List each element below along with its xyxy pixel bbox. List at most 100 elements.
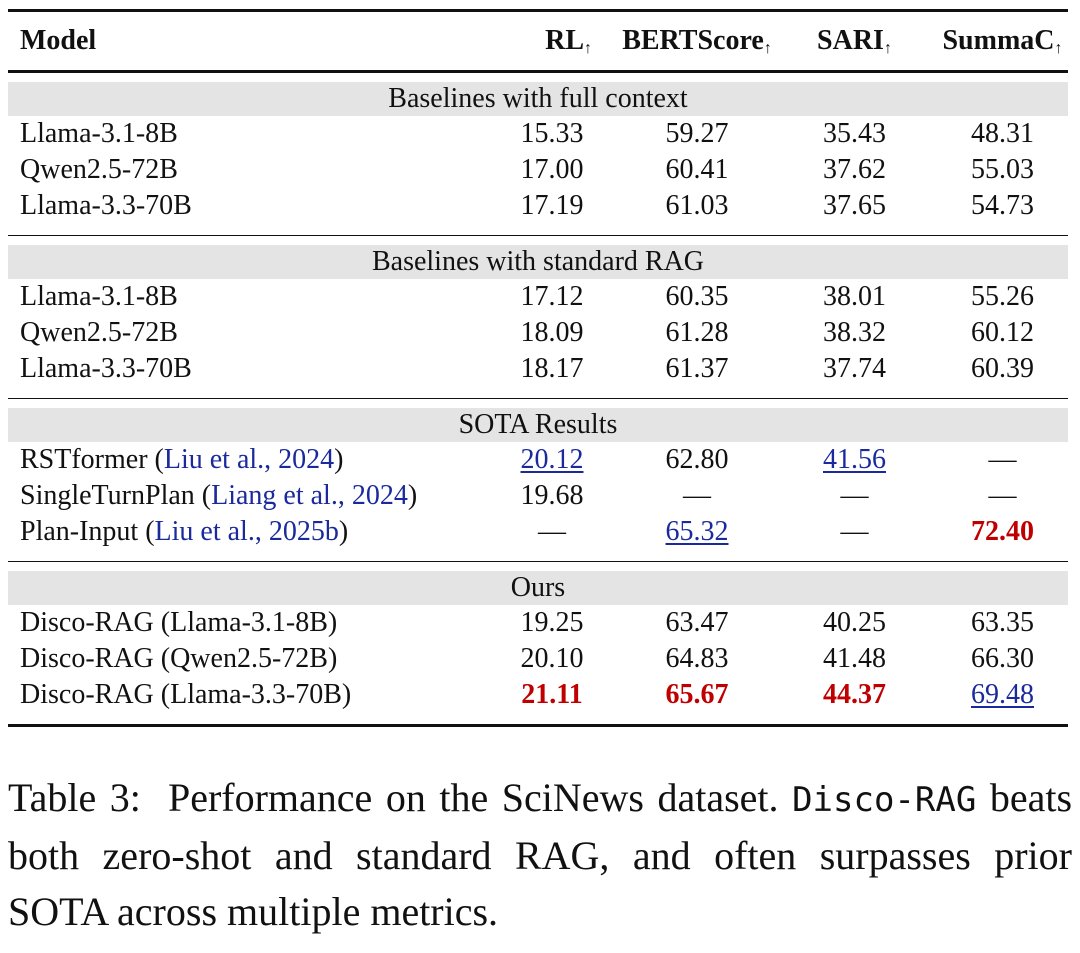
table-row: Disco-RAG (Llama-3.1-8B) 19.25 63.47 40.25 6… — [8, 605, 1068, 641]
value: 60.39 — [971, 353, 1034, 384]
value: — — [683, 480, 711, 511]
model-name-end: ) — [407, 480, 418, 511]
header-text: SARI — [817, 24, 884, 56]
value-cell: 69.48 — [937, 679, 1068, 711]
header-arrow: ↑ — [763, 39, 772, 57]
value: — — [988, 444, 1017, 475]
value: 35.43 — [823, 118, 886, 149]
model-cell: Disco-RAG (Qwen2.5-72B) — [8, 643, 482, 675]
value: 37.62 — [823, 154, 886, 185]
value-cell: 40.25 — [772, 607, 937, 639]
value: — — [538, 516, 566, 547]
model-name-end: ) — [334, 444, 344, 475]
value-cell: 41.48 — [772, 643, 937, 675]
value: 55.26 — [971, 281, 1034, 312]
value: 21.11 — [521, 679, 583, 710]
value: 65.67 — [665, 679, 729, 710]
value-cell: 65.67 — [622, 679, 772, 711]
model-cell: Plan-Input (Liu et al., 2025b) — [8, 516, 482, 548]
value: 38.01 — [823, 281, 886, 312]
value: 37.74 — [823, 353, 886, 384]
value-cell: 38.01 — [772, 281, 937, 313]
table-row: Llama-3.3-70B 18.17 61.37 37.74 60.39 — [8, 351, 1068, 387]
value-cell: 64.83 — [622, 643, 772, 675]
model-cell: Qwen2.5-72B — [8, 154, 482, 186]
header-text: RL — [545, 24, 584, 56]
citation: Liu et al., 2025b — [154, 516, 339, 547]
model-cell: SingleTurnPlan (Liang et al., 2024) — [8, 480, 482, 512]
value: 48.31 — [971, 118, 1034, 149]
value-cell: 48.31 — [937, 118, 1068, 150]
table-row: Llama-3.1-8B 15.33 59.27 35.43 48.31 — [8, 116, 1068, 152]
header-arrow: ↑ — [584, 39, 592, 57]
value-cell: 37.65 — [772, 190, 937, 222]
value-cell: 17.19 — [482, 190, 622, 222]
value: 60.35 — [665, 281, 729, 312]
section-title: Baselines with standard RAG — [8, 245, 1068, 279]
value: 64.83 — [665, 643, 729, 674]
value: 17.00 — [520, 154, 584, 185]
value: 62.80 — [665, 444, 729, 475]
value-cell: 66.30 — [937, 643, 1068, 675]
header-cell: SARI↑ — [772, 25, 937, 58]
value-cell: — — [937, 444, 1068, 476]
value: 41.56 — [823, 444, 886, 475]
value: 72.40 — [971, 516, 1034, 547]
model-name: Llama-3.3-70B — [20, 353, 192, 384]
value-cell: 17.00 — [482, 154, 622, 186]
model-name: Qwen2.5-72B — [20, 317, 178, 348]
value-cell: — — [622, 480, 772, 512]
table-row: Plan-Input (Liu et al., 2025b) — 65.32 — 72.… — [8, 514, 1068, 550]
value-cell: 20.12 — [482, 444, 622, 476]
model-cell: Llama-3.3-70B — [8, 353, 482, 385]
model-name: Llama-3.1-8B — [20, 118, 178, 149]
section: SOTA Results RSTformer (Liu et al., 2024)… — [8, 398, 1068, 561]
table-row: Disco-RAG (Qwen2.5-72B) 20.10 64.83 41.48 66… — [8, 641, 1068, 677]
value-cell: 41.56 — [772, 444, 937, 476]
value-cell: 60.35 — [622, 281, 772, 313]
section-title: Baselines with full context — [8, 82, 1068, 116]
value: 60.12 — [971, 317, 1034, 348]
table-row: SingleTurnPlan (Liang et al., 2024) 19.68… — [8, 478, 1068, 514]
value-cell: 60.12 — [937, 317, 1068, 349]
value: 20.12 — [520, 444, 584, 475]
value-cell: 38.32 — [772, 317, 937, 349]
value: 61.37 — [665, 353, 729, 384]
value: 44.37 — [823, 679, 886, 710]
value: 63.35 — [971, 607, 1034, 638]
citation: Liang et al., 2024 — [211, 480, 408, 511]
value-cell: 63.35 — [937, 607, 1068, 639]
value: 66.30 — [971, 643, 1034, 674]
section: Baselines with full context Llama-3.1-8B 1… — [8, 72, 1068, 235]
model-cell: Llama-3.1-8B — [8, 281, 482, 313]
header-cell: RL↑ — [482, 25, 622, 58]
value-cell: 19.25 — [482, 607, 622, 639]
value-cell: — — [772, 516, 937, 548]
value-cell: 72.40 — [937, 516, 1068, 548]
model-name: Plan-Input ( — [20, 516, 155, 547]
table-row: Qwen2.5-72B 17.00 60.41 37.62 55.03 — [8, 152, 1068, 188]
table-row: RSTformer (Liu et al., 2024) 20.12 62.80 41… — [8, 442, 1068, 478]
value: 55.03 — [971, 154, 1034, 185]
value-cell: — — [482, 516, 622, 548]
model-name: SingleTurnPlan ( — [20, 480, 212, 511]
value-cell: 17.12 — [482, 281, 622, 313]
value-cell: 37.62 — [772, 154, 937, 186]
value: — — [840, 480, 869, 511]
value: 20.10 — [520, 643, 584, 674]
section: Baselines with standard RAG Llama-3.1-8B 1… — [8, 235, 1068, 398]
value: 17.12 — [520, 281, 584, 312]
section-title-text: Baselines with full context — [388, 83, 688, 114]
header-arrow: ↑ — [1054, 39, 1063, 57]
value-cell: 18.09 — [482, 317, 622, 349]
value-cell: — — [772, 480, 937, 512]
caption-label: Table 3: — [8, 775, 141, 820]
value: 18.09 — [520, 317, 584, 348]
value-cell: 55.26 — [937, 281, 1068, 313]
value: — — [840, 516, 869, 547]
value-cell: 60.39 — [937, 353, 1068, 385]
results-table: Model RL↑ BERTScore↑ SARI↑ SummaC↑ Baselines … — [8, 9, 1068, 727]
value-cell: 63.47 — [622, 607, 772, 639]
value: 19.68 — [520, 480, 584, 511]
